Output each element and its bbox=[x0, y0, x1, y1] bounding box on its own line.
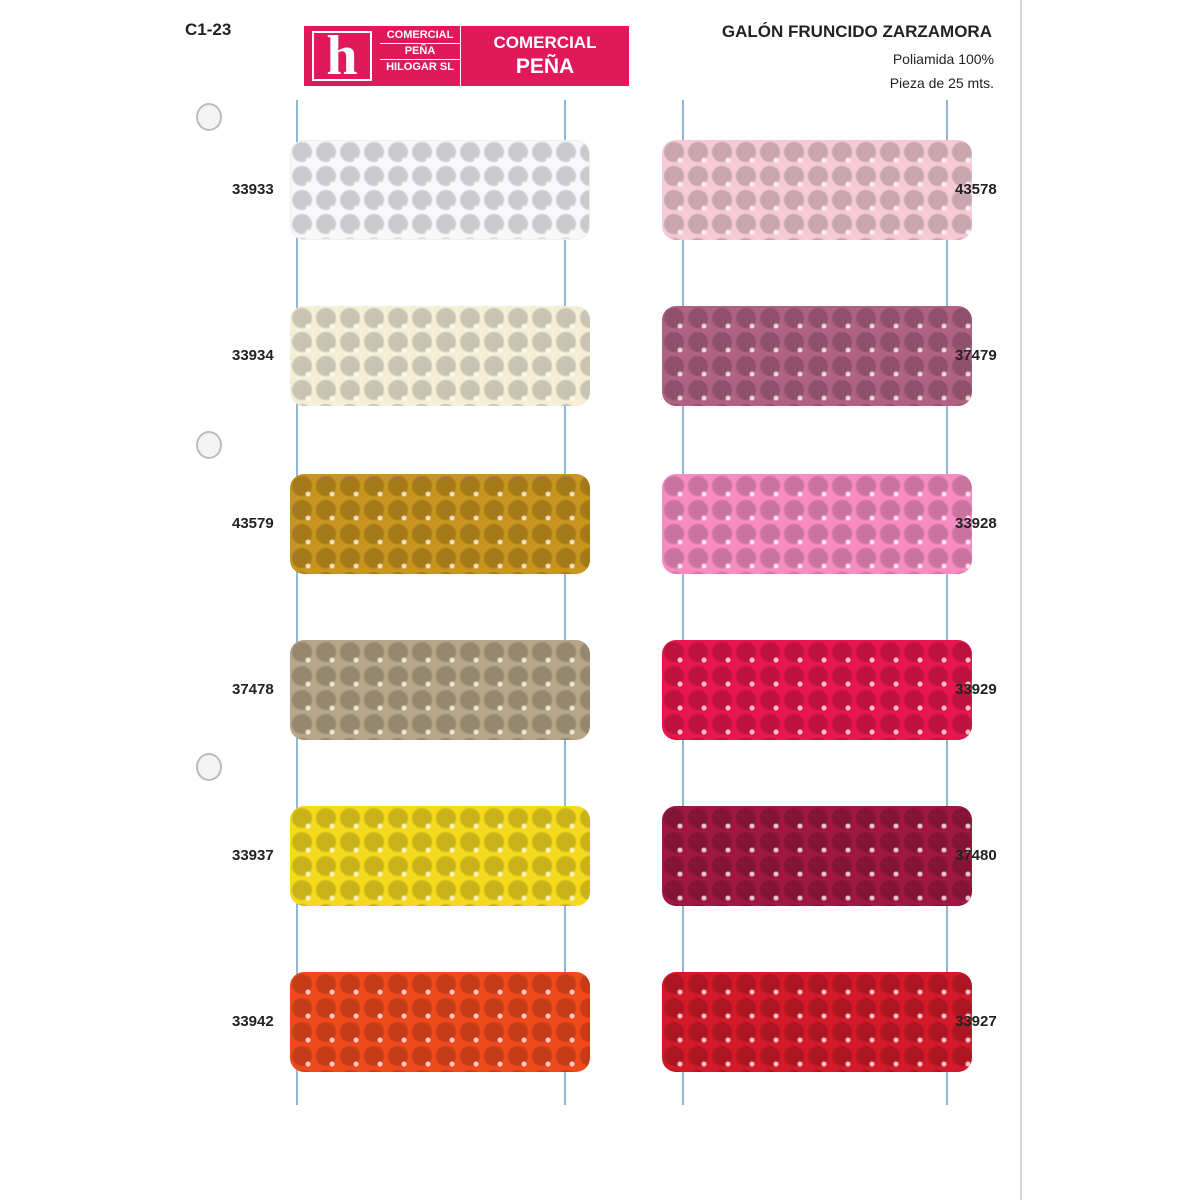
page-edge bbox=[1020, 0, 1022, 1200]
logo-letter: h bbox=[312, 28, 372, 84]
reference-number: 33942 bbox=[232, 1013, 274, 1030]
reference-number: 33933 bbox=[232, 181, 274, 198]
lace-swatch bbox=[290, 640, 590, 740]
reference-number: 37478 bbox=[232, 681, 274, 698]
logo-line: HILOGAR SL bbox=[386, 61, 454, 73]
lace-swatch bbox=[290, 806, 590, 906]
lace-swatch bbox=[662, 140, 972, 240]
binder-hole bbox=[196, 103, 222, 131]
logo-line: PEÑA bbox=[515, 55, 575, 78]
binder-hole bbox=[196, 431, 222, 459]
logo-line: COMERCIAL bbox=[380, 28, 460, 44]
logo-line: COMERCIAL bbox=[493, 33, 597, 52]
lace-swatch bbox=[290, 140, 590, 240]
reference-number: 43578 bbox=[955, 181, 997, 198]
brand-logo: h COMERCIAL PEÑA HILOGAR SL COMERCIAL PE… bbox=[304, 26, 629, 86]
catalog-code: C1-23 bbox=[185, 20, 232, 39]
logo-small-text: COMERCIAL PEÑA HILOGAR SL bbox=[380, 26, 460, 86]
lace-swatch bbox=[290, 474, 590, 574]
piece-length-text: Pieza de 25 mts. bbox=[889, 75, 994, 91]
product-title: GALÓN FRUNCIDO ZARZAMORA bbox=[721, 22, 992, 41]
reference-number: 33928 bbox=[955, 515, 997, 532]
reference-number: 37479 bbox=[955, 347, 997, 364]
card-rule bbox=[296, 100, 298, 1105]
reference-number: 43579 bbox=[232, 515, 274, 532]
lace-swatch bbox=[290, 306, 590, 406]
card-rule bbox=[564, 100, 566, 1105]
lace-swatch bbox=[290, 972, 590, 1072]
binder-hole bbox=[196, 753, 222, 781]
reference-number: 37480 bbox=[955, 847, 997, 864]
lace-swatch bbox=[662, 474, 972, 574]
logo-big-text: COMERCIAL PEÑA bbox=[460, 26, 629, 86]
card-rule bbox=[946, 100, 948, 1105]
lace-swatch bbox=[662, 306, 972, 406]
lace-swatch bbox=[662, 640, 972, 740]
reference-number: 33934 bbox=[232, 347, 274, 364]
reference-number: 33929 bbox=[955, 681, 997, 698]
lace-swatch bbox=[662, 806, 972, 906]
material-text: Poliamida 100% bbox=[892, 51, 994, 67]
card-rule bbox=[682, 100, 684, 1105]
reference-number: 33927 bbox=[955, 1013, 997, 1030]
logo-line: PEÑA bbox=[380, 44, 460, 60]
reference-number: 33937 bbox=[232, 847, 274, 864]
lace-swatch bbox=[662, 972, 972, 1072]
